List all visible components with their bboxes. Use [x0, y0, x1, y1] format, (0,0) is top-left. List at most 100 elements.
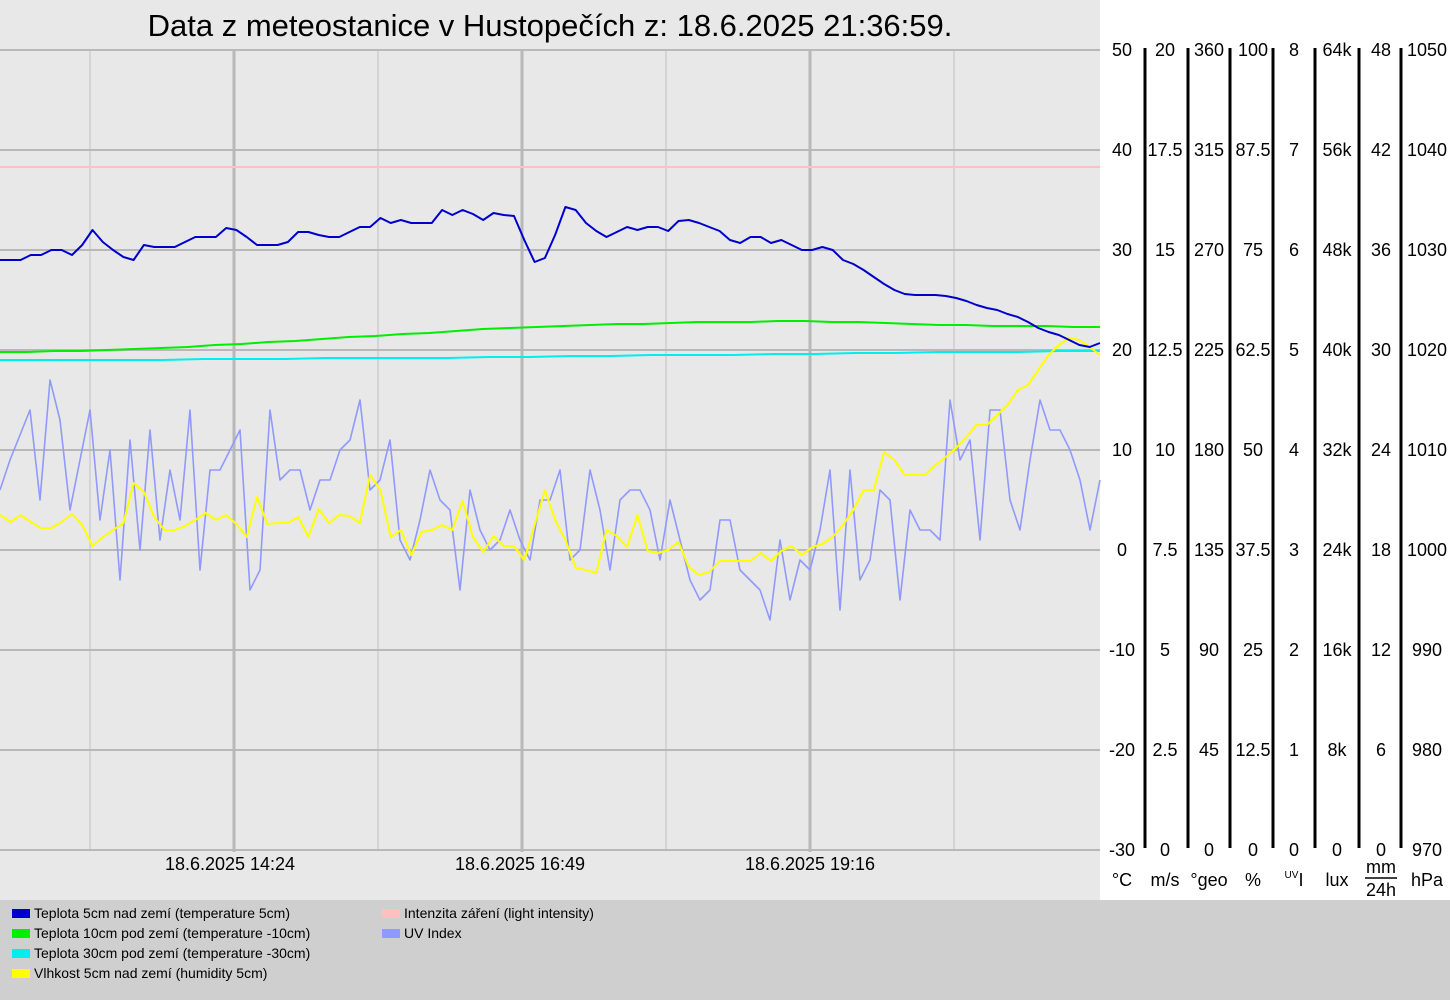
y-tick-label: 18 — [1371, 540, 1391, 560]
legend-swatch — [12, 928, 30, 938]
legend-swatch — [12, 968, 30, 978]
y-tick-label: 8 — [1289, 40, 1299, 60]
y-tick-label: 16k — [1322, 640, 1352, 660]
y-tick-label: 12 — [1371, 640, 1391, 660]
legend-swatch — [382, 908, 400, 918]
y-tick-label: 0 — [1289, 840, 1299, 860]
legend-label: Teplota 10cm pod zemí (temperature -10cm… — [34, 925, 311, 941]
y-tick-label: 180 — [1194, 440, 1224, 460]
legend-item: Intenzita záření (light intensity) — [382, 904, 594, 922]
x-tick-label: 18.6.2025 19:16 — [745, 854, 875, 874]
series-layer — [0, 166, 1101, 621]
x-tick-label: 18.6.2025 16:49 — [455, 854, 585, 874]
legend-label: Teplota 30cm pod zemí (temperature -30cm… — [34, 945, 311, 961]
y-tick-label: 4 — [1289, 440, 1299, 460]
y-tick-label: 5 — [1289, 340, 1299, 360]
y-tick-label: 1000 — [1407, 540, 1447, 560]
y-tick-label: 87.5 — [1235, 140, 1270, 160]
legend: Teplota 5cm nad zemí (temperature 5cm) T… — [0, 900, 1450, 1000]
y-tick-label: 56k — [1322, 140, 1352, 160]
y-tick-label: 1020 — [1407, 340, 1447, 360]
legend-swatch — [382, 928, 400, 938]
y-tick-label: 1 — [1289, 740, 1299, 760]
y-tick-label: 0 — [1376, 840, 1386, 860]
y-tick-label: 6 — [1289, 240, 1299, 260]
axis-unit-label: m/s — [1151, 870, 1180, 890]
series-line — [0, 379, 1101, 621]
y-tick-label: 45 — [1199, 740, 1219, 760]
y-tick-label: 990 — [1412, 640, 1442, 660]
y-tick-label: 2.5 — [1152, 740, 1177, 760]
y-tick-label: 0 — [1117, 540, 1127, 560]
y-tick-label: 100 — [1238, 40, 1268, 60]
axis-unit-label: mm — [1366, 857, 1396, 877]
y-tick-label: 75 — [1243, 240, 1263, 260]
y-tick-label: 2 — [1289, 640, 1299, 660]
y-tick-label: 12.5 — [1147, 340, 1182, 360]
y-tick-label: 42 — [1371, 140, 1391, 160]
y-tick-label: 20 — [1155, 40, 1175, 60]
x-label-band — [0, 850, 1100, 900]
title-band — [0, 0, 1100, 50]
y-tick-label: 10 — [1112, 440, 1132, 460]
legend-swatch — [12, 908, 30, 918]
y-tick-label: 225 — [1194, 340, 1224, 360]
y-tick-label: 50 — [1243, 440, 1263, 460]
y-axes: 50403020100-10-20-30°C2017.51512.5107.55… — [1109, 40, 1447, 900]
y-tick-label: 30 — [1371, 340, 1391, 360]
y-tick-label: 135 — [1194, 540, 1224, 560]
y-tick-label: 270 — [1194, 240, 1224, 260]
y-tick-label: 25 — [1243, 640, 1263, 660]
y-tick-label: 0 — [1160, 840, 1170, 860]
y-tick-label: -20 — [1109, 740, 1135, 760]
axis-unit-label: hPa — [1411, 870, 1444, 890]
y-tick-label: 48k — [1322, 240, 1352, 260]
y-tick-label: 37.5 — [1235, 540, 1270, 560]
y-tick-label: 20 — [1112, 340, 1132, 360]
y-tick-label: -30 — [1109, 840, 1135, 860]
series-line — [0, 206, 1101, 348]
axis-unit-label: °geo — [1190, 870, 1227, 890]
y-tick-label: 48 — [1371, 40, 1391, 60]
series-line — [0, 337, 1101, 576]
y-tick-label: 5 — [1160, 640, 1170, 660]
y-tick-label: 40 — [1112, 140, 1132, 160]
y-tick-label: 64k — [1322, 40, 1352, 60]
y-tick-label: 40k — [1322, 340, 1352, 360]
y-tick-label: 17.5 — [1147, 140, 1182, 160]
y-tick-label: 1030 — [1407, 240, 1447, 260]
x-tick-label: 18.6.2025 14:24 — [165, 854, 295, 874]
y-tick-label: 0 — [1248, 840, 1258, 860]
legend-label: UV Index — [404, 925, 462, 941]
x-axis-labels: 18.6.2025 14:24 18.6.2025 16:49 18.6.202… — [165, 854, 875, 874]
y-tick-label: 6 — [1376, 740, 1386, 760]
y-tick-label: 360 — [1194, 40, 1224, 60]
y-tick-label: 90 — [1199, 640, 1219, 660]
y-tick-label: 15 — [1155, 240, 1175, 260]
y-tick-label: 50 — [1112, 40, 1132, 60]
axis-unit-label: UVI — [1285, 870, 1304, 890]
legend-label: Vlhkost 5cm nad zemí (humidity 5cm) — [34, 965, 268, 981]
y-tick-label: 1040 — [1407, 140, 1447, 160]
legend-swatch — [12, 948, 30, 958]
y-tick-label: 30 — [1112, 240, 1132, 260]
legend-item: UV Index — [382, 924, 462, 942]
y-tick-label: -10 — [1109, 640, 1135, 660]
y-tick-label: 0 — [1332, 840, 1342, 860]
legend-item: Vlhkost 5cm nad zemí (humidity 5cm) — [12, 964, 267, 982]
major-gridlines — [0, 49, 1100, 852]
series-line — [0, 320, 1100, 353]
y-tick-label: 1010 — [1407, 440, 1447, 460]
axis-unit-label: 24h — [1366, 880, 1396, 900]
legend-item: Teplota 5cm nad zemí (temperature 5cm) — [12, 904, 290, 922]
y-tick-label: 36 — [1371, 240, 1391, 260]
y-tick-label: 10 — [1155, 440, 1175, 460]
y-tick-label: 24k — [1322, 540, 1352, 560]
legend-label: Teplota 5cm nad zemí (temperature 5cm) — [34, 905, 290, 921]
chart-title: Data z meteostanice v Hustopečích z: 18.… — [148, 8, 953, 43]
y-tick-label: 24 — [1371, 440, 1391, 460]
y-tick-label: 7.5 — [1152, 540, 1177, 560]
y-tick-label: 970 — [1412, 840, 1442, 860]
y-tick-label: 0 — [1204, 840, 1214, 860]
